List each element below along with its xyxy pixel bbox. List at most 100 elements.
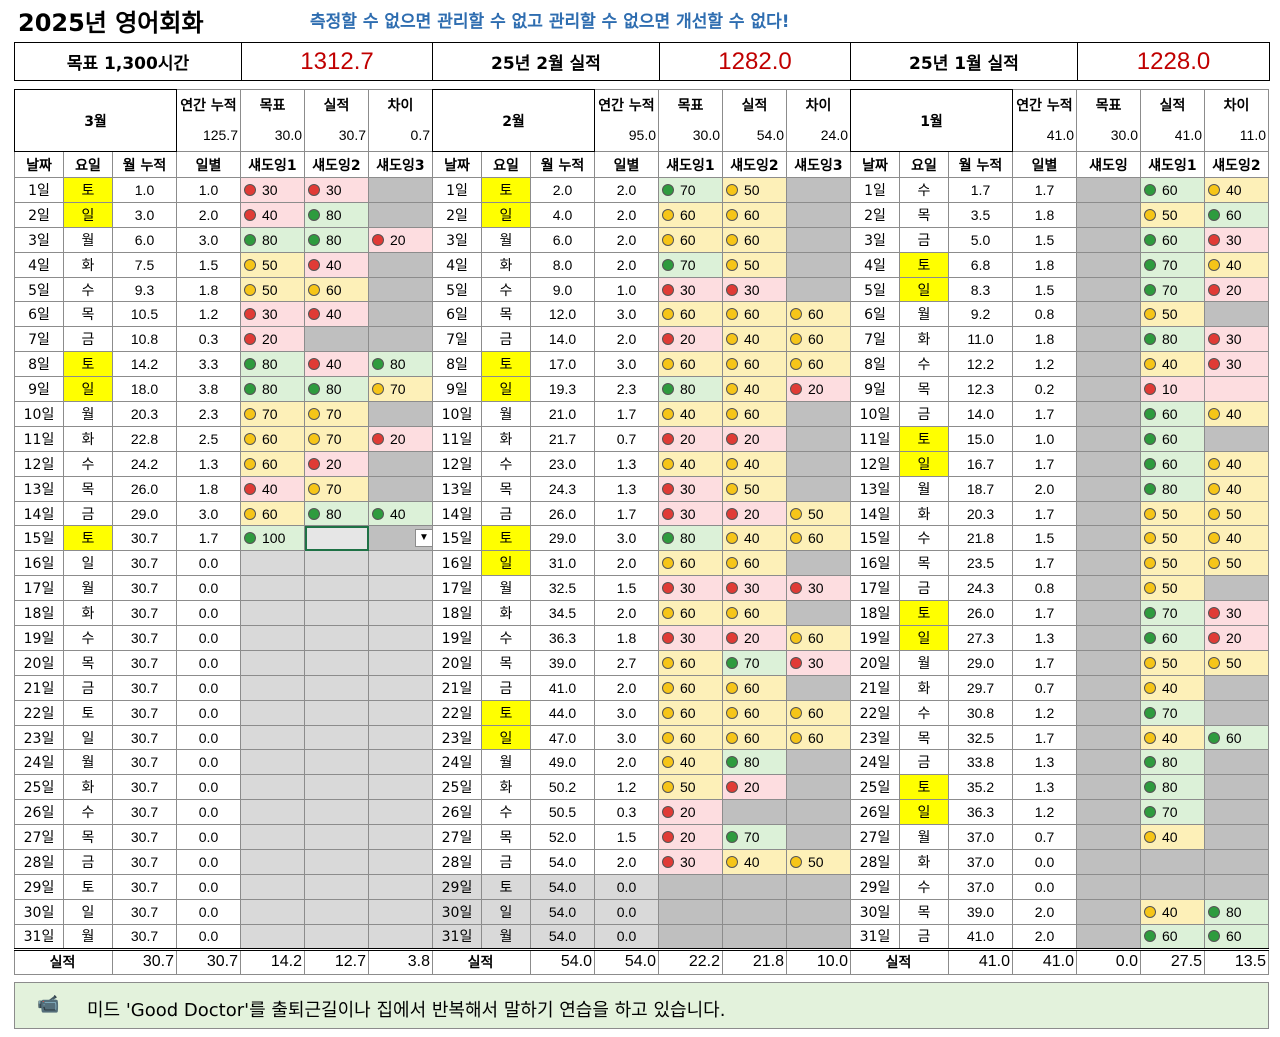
daily-hours-cell[interactable]: 3.8 (176, 376, 241, 403)
shadowing-score-cell[interactable]: 70 (1140, 600, 1205, 627)
date-cell[interactable]: 15일 (14, 525, 64, 552)
weekday-cell[interactable]: 월 (63, 923, 113, 950)
date-cell[interactable]: 3일 (432, 226, 482, 253)
weekday-cell[interactable]: 금 (481, 849, 531, 875)
date-cell[interactable]: 12일 (14, 450, 64, 477)
shadowing-score-cell[interactable]: 60 (786, 351, 851, 378)
shadowing-score-cell[interactable] (1076, 351, 1141, 378)
shadowing-score-cell[interactable] (368, 849, 433, 875)
daily-hours-cell[interactable]: 0.0 (176, 600, 241, 627)
daily-hours-cell[interactable]: 2.0 (594, 674, 659, 701)
stat-value[interactable]: 54.0 (722, 119, 787, 152)
date-cell[interactable]: 26일 (850, 799, 900, 826)
monthly-cumulative-cell[interactable]: 20.3 (948, 500, 1013, 527)
weekday-cell[interactable]: 토 (63, 873, 113, 900)
monthly-cumulative-cell[interactable]: 5.0 (948, 226, 1013, 253)
monthly-cumulative-cell[interactable]: 27.3 (948, 625, 1013, 651)
shadowing-score-cell[interactable] (240, 674, 305, 701)
date-cell[interactable]: 11일 (432, 425, 482, 452)
monthly-cumulative-cell[interactable]: 29.0 (948, 649, 1013, 676)
daily-hours-cell[interactable]: 2.7 (594, 649, 659, 676)
date-cell[interactable]: 6일 (14, 301, 64, 328)
date-cell[interactable]: 5일 (14, 276, 64, 303)
date-cell[interactable]: 8일 (850, 351, 900, 378)
jan-value[interactable]: 1228.0 (1077, 42, 1270, 81)
total-value[interactable]: 27.5 (1140, 947, 1205, 975)
date-cell[interactable]: 20일 (432, 649, 482, 676)
monthly-cumulative-cell[interactable]: 37.0 (948, 824, 1013, 851)
daily-hours-cell[interactable]: 0.0 (1012, 849, 1077, 875)
weekday-cell[interactable]: 화 (481, 425, 531, 452)
shadowing-score-cell[interactable] (240, 600, 305, 627)
daily-hours-cell[interactable]: 1.8 (176, 276, 241, 303)
shadowing-score-cell[interactable] (304, 873, 369, 900)
monthly-cumulative-cell[interactable]: 30.7 (112, 774, 177, 801)
date-cell[interactable]: 24일 (14, 749, 64, 776)
shadowing-score-cell[interactable] (786, 774, 851, 801)
shadowing-score-cell[interactable]: 60 (658, 550, 723, 577)
monthly-cumulative-cell[interactable]: 33.8 (948, 749, 1013, 776)
weekday-cell[interactable]: 화 (63, 251, 113, 278)
shadowing-score-cell[interactable] (786, 475, 851, 502)
shadowing-score-cell[interactable] (240, 575, 305, 602)
weekday-cell[interactable]: 수 (481, 276, 531, 303)
shadowing-score-cell[interactable]: 80 (1204, 898, 1269, 925)
monthly-cumulative-cell[interactable]: 30.7 (112, 550, 177, 577)
shadowing-score-cell[interactable] (368, 276, 433, 303)
shadowing-score-cell[interactable]: 80 (658, 525, 723, 552)
date-cell[interactable]: 16일 (432, 550, 482, 577)
shadowing-score-cell[interactable]: 70 (1140, 251, 1205, 278)
shadowing-score-cell[interactable]: 60 (722, 699, 787, 726)
shadowing-score-cell[interactable] (786, 898, 851, 925)
daily-hours-cell[interactable]: 2.3 (594, 376, 659, 403)
shadowing-score-cell[interactable]: 70 (722, 824, 787, 851)
date-cell[interactable]: 10일 (850, 401, 900, 427)
monthly-cumulative-cell[interactable]: 34.5 (530, 600, 595, 627)
shadowing-score-cell[interactable] (304, 774, 369, 801)
weekday-cell[interactable]: 토 (899, 600, 949, 627)
shadowing-score-cell[interactable]: 60 (240, 450, 305, 477)
daily-hours-cell[interactable]: 0.7 (1012, 674, 1077, 701)
shadowing-score-cell[interactable]: 50 (1140, 301, 1205, 328)
shadowing-score-cell[interactable]: 30 (1204, 226, 1269, 253)
shadowing-score-cell[interactable]: 30 (240, 301, 305, 328)
weekday-cell[interactable]: 월 (899, 301, 949, 328)
daily-hours-cell[interactable]: 0.7 (1012, 824, 1077, 851)
monthly-cumulative-cell[interactable]: 8.3 (948, 276, 1013, 303)
monthly-cumulative-cell[interactable]: 30.7 (112, 898, 177, 925)
date-cell[interactable]: 27일 (432, 824, 482, 851)
monthly-cumulative-cell[interactable]: 6.0 (112, 226, 177, 253)
monthly-cumulative-cell[interactable]: 41.0 (948, 923, 1013, 950)
weekday-cell[interactable]: 금 (63, 674, 113, 701)
total-value[interactable]: 10.0 (786, 947, 851, 975)
shadowing-score-cell[interactable] (1076, 873, 1141, 900)
date-cell[interactable]: 31일 (432, 923, 482, 950)
shadowing-score-cell[interactable]: 70 (304, 425, 369, 452)
shadowing-score-cell[interactable]: 30 (786, 575, 851, 602)
weekday-cell[interactable]: 금 (899, 401, 949, 427)
shadowing-score-cell[interactable]: 60 (1140, 625, 1205, 651)
stat-value[interactable]: 24.0 (786, 119, 851, 152)
date-cell[interactable]: 27일 (14, 824, 64, 851)
date-cell[interactable]: 9일 (850, 376, 900, 403)
monthly-cumulative-cell[interactable]: 26.0 (112, 475, 177, 502)
monthly-cumulative-cell[interactable]: 30.7 (112, 849, 177, 875)
weekday-cell[interactable]: 일 (481, 724, 531, 751)
date-cell[interactable]: 2일 (850, 201, 900, 228)
monthly-cumulative-cell[interactable]: 30.7 (112, 749, 177, 776)
shadowing-score-cell[interactable] (304, 923, 369, 950)
daily-hours-cell[interactable]: 0.0 (176, 575, 241, 602)
shadowing-score-cell[interactable] (368, 898, 433, 925)
shadowing-score-cell[interactable]: 30 (1204, 600, 1269, 627)
shadowing-score-cell[interactable]: 80 (304, 201, 369, 228)
shadowing-score-cell[interactable]: 20 (658, 824, 723, 851)
weekday-cell[interactable]: 금 (899, 923, 949, 950)
shadowing-score-cell[interactable]: 30 (722, 276, 787, 303)
shadowing-score-cell[interactable] (304, 575, 369, 602)
shadowing-score-cell[interactable]: 60 (722, 201, 787, 228)
date-cell[interactable]: 2일 (432, 201, 482, 228)
weekday-cell[interactable]: 목 (481, 301, 531, 328)
shadowing-score-cell[interactable] (240, 774, 305, 801)
daily-hours-cell[interactable]: 3.0 (594, 699, 659, 726)
shadowing-score-cell[interactable]: 70 (722, 649, 787, 676)
